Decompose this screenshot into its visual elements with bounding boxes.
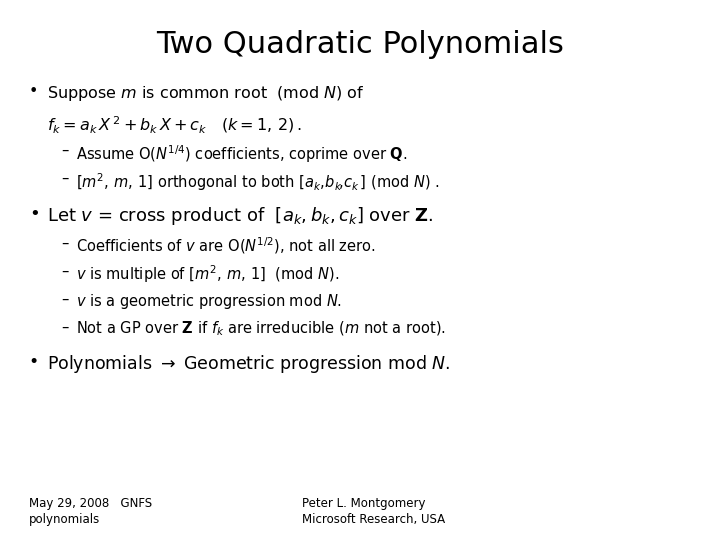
Text: $f_k = a_k\,X^{\,2} + b_k\,X + c_k \quad (k = 1,\,2)\,.$: $f_k = a_k\,X^{\,2} + b_k\,X + c_k \quad…	[47, 115, 302, 136]
Text: –: –	[61, 235, 68, 251]
Text: –: –	[61, 292, 68, 307]
Text: –: –	[61, 143, 68, 158]
Text: –: –	[61, 264, 68, 279]
Text: $\mathbf{\mathit{v}}$ is multiple of [$m^2,\, m,\, 1$]  (mod $N$).: $\mathbf{\mathit{v}}$ is multiple of [$m…	[76, 264, 339, 285]
Text: •: •	[29, 84, 38, 99]
Text: $\mathbf{\mathit{v}}$ is a geometric progression mod $N$.: $\mathbf{\mathit{v}}$ is a geometric pro…	[76, 292, 342, 310]
Text: Polynomials $\rightarrow$ Geometric progression mod $N$.: Polynomials $\rightarrow$ Geometric prog…	[47, 353, 450, 375]
Text: Assume O($N^{1/4}$) coefficients, coprime over $\mathbf{Q}$.: Assume O($N^{1/4}$) coefficients, coprim…	[76, 143, 407, 165]
Text: [$m^2,\, m,\, 1$] orthogonal to both [$a_k,\!b_k\!,\!c_k\,$] (mod $N$) .: [$m^2,\, m,\, 1$] orthogonal to both [$a…	[76, 171, 439, 193]
Text: –: –	[61, 171, 68, 186]
Text: •: •	[29, 205, 40, 222]
Text: Suppose $m$ is common root  (mod $N$) of: Suppose $m$ is common root (mod $N$) of	[47, 84, 364, 103]
Text: Two Quadratic Polynomials: Two Quadratic Polynomials	[156, 30, 564, 59]
Text: Peter L. Montgomery
Microsoft Research, USA: Peter L. Montgomery Microsoft Research, …	[302, 496, 446, 526]
Text: May 29, 2008   GNFS
polynomials: May 29, 2008 GNFS polynomials	[29, 496, 152, 526]
Text: •: •	[29, 353, 39, 371]
Text: Let $\mathbf{\mathit{v}}$ = cross product of  [$a_k, b_k, c_k$] over $\mathbf{Z}: Let $\mathbf{\mathit{v}}$ = cross produc…	[47, 205, 433, 227]
Text: Not a GP over $\mathbf{Z}$ if $f_k$ are irreducible ($m$ not a root).: Not a GP over $\mathbf{Z}$ if $f_k$ are …	[76, 320, 446, 338]
Text: –: –	[61, 320, 68, 335]
Text: Coefficients of $\mathbf{\mathit{v}}$ are O($N^{1/2}$), not all zero.: Coefficients of $\mathbf{\mathit{v}}$ ar…	[76, 235, 375, 256]
